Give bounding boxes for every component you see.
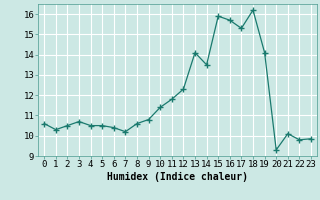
X-axis label: Humidex (Indice chaleur): Humidex (Indice chaleur) xyxy=(107,172,248,182)
